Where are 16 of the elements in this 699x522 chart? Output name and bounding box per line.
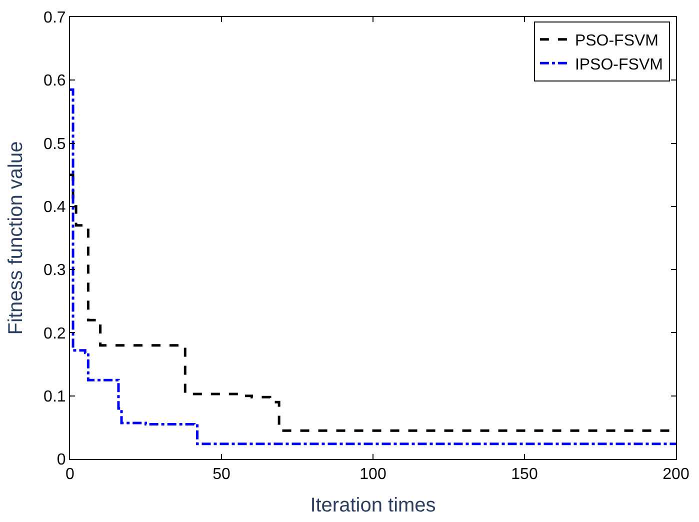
legend-label: IPSO-FSVM (574, 56, 663, 74)
y-tick-label: 0.1 (44, 388, 66, 406)
x-tick-label: 150 (511, 466, 538, 484)
y-tick-label: 0.2 (44, 325, 66, 342)
x-tick-label: 200 (662, 466, 690, 484)
x-axis-title: Iteration times (310, 494, 436, 517)
y-tick-label: 0.3 (44, 262, 66, 280)
y-tick-label: 0.6 (44, 72, 66, 90)
y-axis-title: Fitness function value (5, 141, 28, 335)
y-tick-label: 0.7 (44, 10, 66, 27)
y-tick-label: 0.5 (44, 136, 66, 153)
legend-label: PSO-FSVM (574, 32, 659, 50)
y-tick-label: 0 (56, 452, 66, 469)
y-tick-label: 0.4 (44, 199, 66, 216)
x-tick-label: 50 (212, 466, 230, 484)
x-tick-label: 100 (360, 466, 386, 484)
